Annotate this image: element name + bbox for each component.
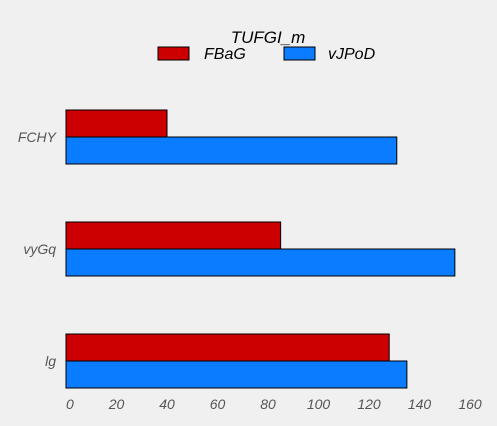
legend: FBaG vJPoD xyxy=(157,46,376,63)
x-tick-label-20: 20 xyxy=(108,396,125,412)
category-label-vygq: vyGq xyxy=(23,241,56,257)
bar-fbag-lg xyxy=(65,333,390,362)
x-tick-label-0: 0 xyxy=(66,396,74,412)
bar-vjpod-vygq xyxy=(65,248,456,277)
category-labels: FCHY vyGq lg xyxy=(18,129,58,369)
chart-title: TUFGI_m xyxy=(231,28,306,47)
category-label-fchy: FCHY xyxy=(18,129,58,145)
legend-label-vjpod: vJPoD xyxy=(328,46,376,63)
legend-label-fbag: FBaG xyxy=(204,46,246,63)
x-tick-labels: 0 20 40 60 80 100 120 140 160 xyxy=(66,396,482,412)
bar-vjpod-lg xyxy=(65,360,408,389)
x-tick-label-40: 40 xyxy=(159,396,175,412)
legend-swatch-fbag xyxy=(157,46,190,61)
bar-fbag-vygq xyxy=(65,221,282,250)
x-tick-label-100: 100 xyxy=(307,396,331,412)
x-tick-label-80: 80 xyxy=(260,396,276,412)
x-tick-label-120: 120 xyxy=(357,396,381,412)
x-tick-label-160: 160 xyxy=(458,396,482,412)
bars-group xyxy=(65,109,456,389)
bar-fbag-fchy xyxy=(65,109,168,138)
category-label-lg: lg xyxy=(45,353,56,369)
x-tick-label-140: 140 xyxy=(408,396,432,412)
bar-vjpod-fchy xyxy=(65,136,398,165)
x-tick-label-60: 60 xyxy=(210,396,226,412)
legend-swatch-vjpod xyxy=(283,46,316,61)
